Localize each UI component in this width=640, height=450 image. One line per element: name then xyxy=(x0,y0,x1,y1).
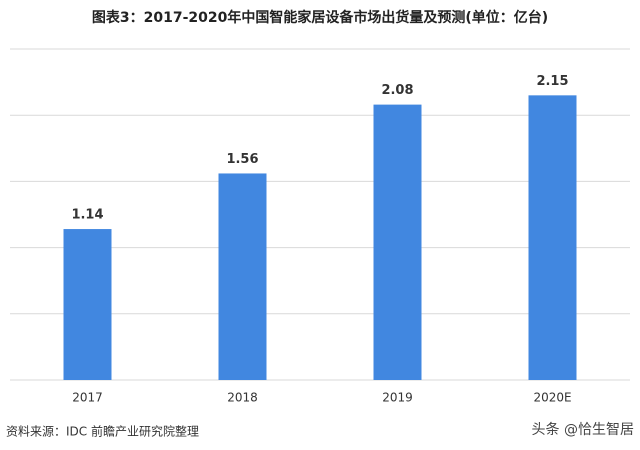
value-label: 2.08 xyxy=(381,83,413,98)
x-tick-label: 2019 xyxy=(382,391,413,405)
bar xyxy=(63,229,112,380)
bar xyxy=(528,95,577,380)
watermark: 头条 @恰生智居 xyxy=(532,421,634,438)
bar xyxy=(373,104,422,380)
bar xyxy=(218,173,267,380)
x-tick-label: 2017 xyxy=(72,391,103,405)
value-label: 2.15 xyxy=(536,74,568,89)
source-note: 资料来源：IDC 前瞻产业研究院整理 xyxy=(6,424,199,439)
x-tick-label: 2018 xyxy=(227,391,258,405)
x-tick-label: 2020E xyxy=(533,391,571,405)
chart-title: 图表3：2017-2020年中国智能家居设备市场出货量及预测(单位：亿台) xyxy=(92,9,548,26)
value-label: 1.56 xyxy=(226,152,258,167)
value-label: 1.14 xyxy=(71,208,103,223)
